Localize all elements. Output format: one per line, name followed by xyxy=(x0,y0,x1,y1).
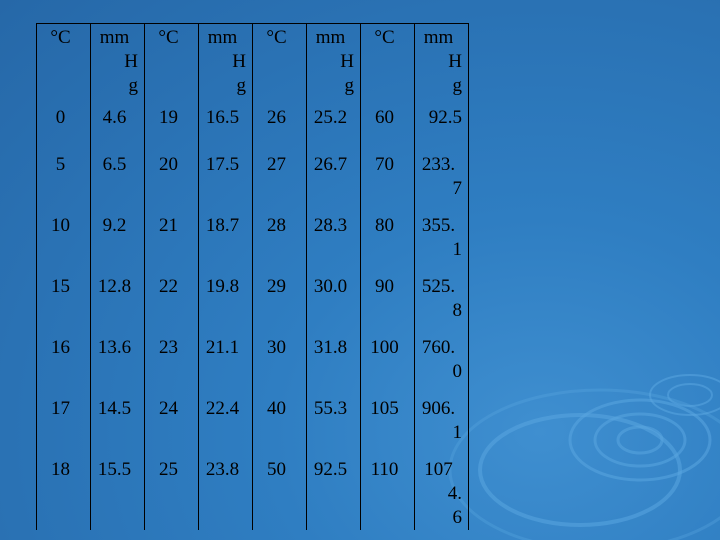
cell-temperature: 20 xyxy=(144,153,199,214)
cell-pressure: 17.5 xyxy=(198,153,253,214)
cell-pressure: 760. 0 xyxy=(414,336,469,397)
cell-pressure: 525. 8 xyxy=(414,275,469,336)
header-unit-line: H xyxy=(340,51,354,72)
cell-temperature: 40 xyxy=(252,397,307,458)
cell-pressure: 6.5 xyxy=(90,153,145,214)
cell-temperature: 70 xyxy=(360,153,415,214)
cell-temperature: 50 xyxy=(252,458,307,530)
cell-pressure: 13.6 xyxy=(90,336,145,397)
cell-pressure: 55.3 xyxy=(306,397,361,458)
header-unit-line: mm xyxy=(423,27,454,48)
pressure-line: 355. xyxy=(421,215,456,236)
table-row: 16 13.6 23 21.1 30 31.8 100 760. 0 xyxy=(36,336,469,397)
cell-pressure: 16.5 xyxy=(198,106,253,153)
table-row: 5 6.5 20 17.5 27 26.7 70 233. 7 xyxy=(36,153,469,214)
pressure-line: 107 xyxy=(424,459,453,480)
pressure-line: 525. xyxy=(421,276,456,297)
cell-pressure: 12.8 xyxy=(90,275,145,336)
cell-temperature: 25 xyxy=(144,458,199,530)
pressure-line: 760. xyxy=(421,337,456,358)
pressure-line: 0 xyxy=(452,361,463,382)
cell-temperature: 27 xyxy=(252,153,307,214)
cell-temperature: 105 xyxy=(360,397,415,458)
cell-temperature: 80 xyxy=(360,214,415,275)
cell-pressure: 906. 1 xyxy=(414,397,469,458)
cell-pressure: 18.7 xyxy=(198,214,253,275)
header-celsius: °C xyxy=(252,23,307,106)
header-unit-line: g xyxy=(344,75,355,96)
cell-pressure: 26.7 xyxy=(306,153,361,214)
table-row: 0 4.6 19 16.5 26 25.2 60 92.5 xyxy=(36,106,469,153)
cell-temperature: 15 xyxy=(36,275,91,336)
pressure-line: 906. xyxy=(421,398,456,419)
table-row: 10 9.2 21 18.7 28 28.3 80 355. 1 xyxy=(36,214,469,275)
cell-temperature: 16 xyxy=(36,336,91,397)
header-unit-line: g xyxy=(452,75,463,96)
cell-temperature: 23 xyxy=(144,336,199,397)
cell-pressure: 30.0 xyxy=(306,275,361,336)
cell-temperature: 5 xyxy=(36,153,91,214)
pressure-line: 4. xyxy=(447,483,462,504)
cell-pressure: 9.2 xyxy=(90,214,145,275)
cell-temperature: 0 xyxy=(36,106,91,153)
header-unit-line: mm xyxy=(99,27,130,48)
table-row: 17 14.5 24 22.4 40 55.3 105 906. 1 xyxy=(36,397,469,458)
cell-temperature: 28 xyxy=(252,214,307,275)
pressure-line: 92.5 xyxy=(428,107,462,128)
cell-pressure: 14.5 xyxy=(90,397,145,458)
cell-pressure: 92.5 xyxy=(414,106,469,153)
cell-pressure: 25.2 xyxy=(306,106,361,153)
header-unit-line: H xyxy=(232,51,246,72)
header-unit-line: H xyxy=(448,51,462,72)
pressure-line: 8 xyxy=(452,300,463,321)
cell-temperature: 26 xyxy=(252,106,307,153)
header-unit-line: g xyxy=(236,75,247,96)
cell-temperature: 90 xyxy=(360,275,415,336)
cell-pressure: 19.8 xyxy=(198,275,253,336)
cell-temperature: 29 xyxy=(252,275,307,336)
cell-pressure: 4.6 xyxy=(90,106,145,153)
cell-temperature: 19 xyxy=(144,106,199,153)
cell-pressure: 31.8 xyxy=(306,336,361,397)
cell-temperature: 30 xyxy=(252,336,307,397)
cell-temperature: 21 xyxy=(144,214,199,275)
header-celsius: °C xyxy=(144,23,199,106)
header-unit-line: g xyxy=(128,75,139,96)
cell-pressure: 92.5 xyxy=(306,458,361,530)
cell-temperature: 60 xyxy=(360,106,415,153)
cell-pressure: 15.5 xyxy=(90,458,145,530)
table-row: 15 12.8 22 19.8 29 30.0 90 525. 8 xyxy=(36,275,469,336)
cell-temperature: 10 xyxy=(36,214,91,275)
cell-pressure: 233. 7 xyxy=(414,153,469,214)
cell-pressure: 107 4. 6 xyxy=(414,458,469,530)
cell-temperature: 110 xyxy=(360,458,415,530)
pressure-line: 233. xyxy=(421,154,456,175)
header-unit-line: mm xyxy=(207,27,238,48)
header-unit-line: H xyxy=(124,51,138,72)
pressure-line: 6 xyxy=(452,507,463,528)
cell-pressure: 22.4 xyxy=(198,397,253,458)
cell-pressure: 23.8 xyxy=(198,458,253,530)
header-celsius: °C xyxy=(360,23,415,106)
table-row: 18 15.5 25 23.8 50 92.5 110 107 4. 6 xyxy=(36,458,469,530)
cell-pressure: 28.3 xyxy=(306,214,361,275)
pressure-line: 7 xyxy=(452,178,463,199)
header-unit-line: mm xyxy=(315,27,346,48)
header-celsius: °C xyxy=(36,23,91,106)
cell-temperature: 18 xyxy=(36,458,91,530)
cell-temperature: 17 xyxy=(36,397,91,458)
cell-temperature: 22 xyxy=(144,275,199,336)
cell-pressure: 21.1 xyxy=(198,336,253,397)
pressure-line: 1 xyxy=(452,422,463,443)
pressure-line: 1 xyxy=(452,239,463,260)
cell-temperature: 100 xyxy=(360,336,415,397)
cell-temperature: 24 xyxy=(144,397,199,458)
cell-pressure: 355. 1 xyxy=(414,214,469,275)
